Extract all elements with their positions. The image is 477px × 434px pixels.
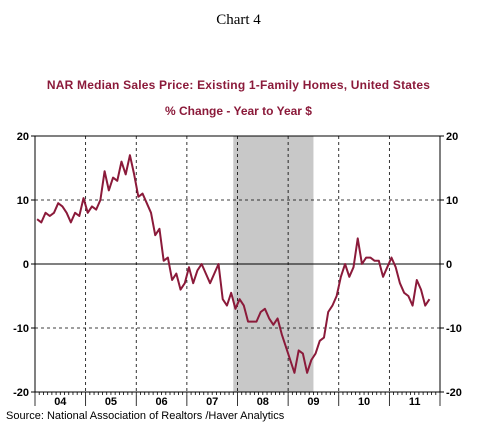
y-tick-label-left: -20	[13, 387, 29, 399]
y-tick-label-right: 10	[446, 195, 458, 207]
series-layer	[36, 154, 431, 374]
x-tick-label: 10	[358, 396, 370, 408]
document-title: Chart 4	[216, 12, 261, 28]
y-tick-label-left: 0	[23, 259, 29, 271]
series-line	[36, 154, 431, 374]
x-tick-label: 09	[307, 396, 319, 408]
x-tick-label: 11	[409, 396, 421, 408]
y-tick-label-right: 0	[446, 259, 452, 271]
tick-layer	[31, 135, 444, 406]
x-tick-label: 07	[206, 396, 218, 408]
y-tick-label-right: -20	[446, 387, 462, 399]
x-tick-label: 04	[54, 396, 67, 408]
x-tick-label: 05	[105, 396, 117, 408]
chart-subtitle: % Change - Year to Year $	[165, 104, 312, 118]
x-tick-label: 06	[155, 396, 167, 408]
y-tick-label-left: 10	[17, 195, 29, 207]
y-tick-label-left: 20	[17, 131, 29, 143]
y-tick-label-right: 20	[446, 131, 458, 143]
source-note: Source: National Association of Realtors…	[6, 410, 285, 422]
y-tick-label-right: -10	[446, 323, 462, 335]
y-tick-label-left: -10	[13, 323, 29, 335]
tick-label-layer: 20 20 10 10 0 0 -10 -10 -20 -20 04 05 06 07 08 09 10 11	[13, 131, 462, 408]
chart-title: NAR Median Sales Price: Existing 1-Famil…	[46, 78, 431, 92]
x-tick-label: 08	[257, 396, 269, 408]
